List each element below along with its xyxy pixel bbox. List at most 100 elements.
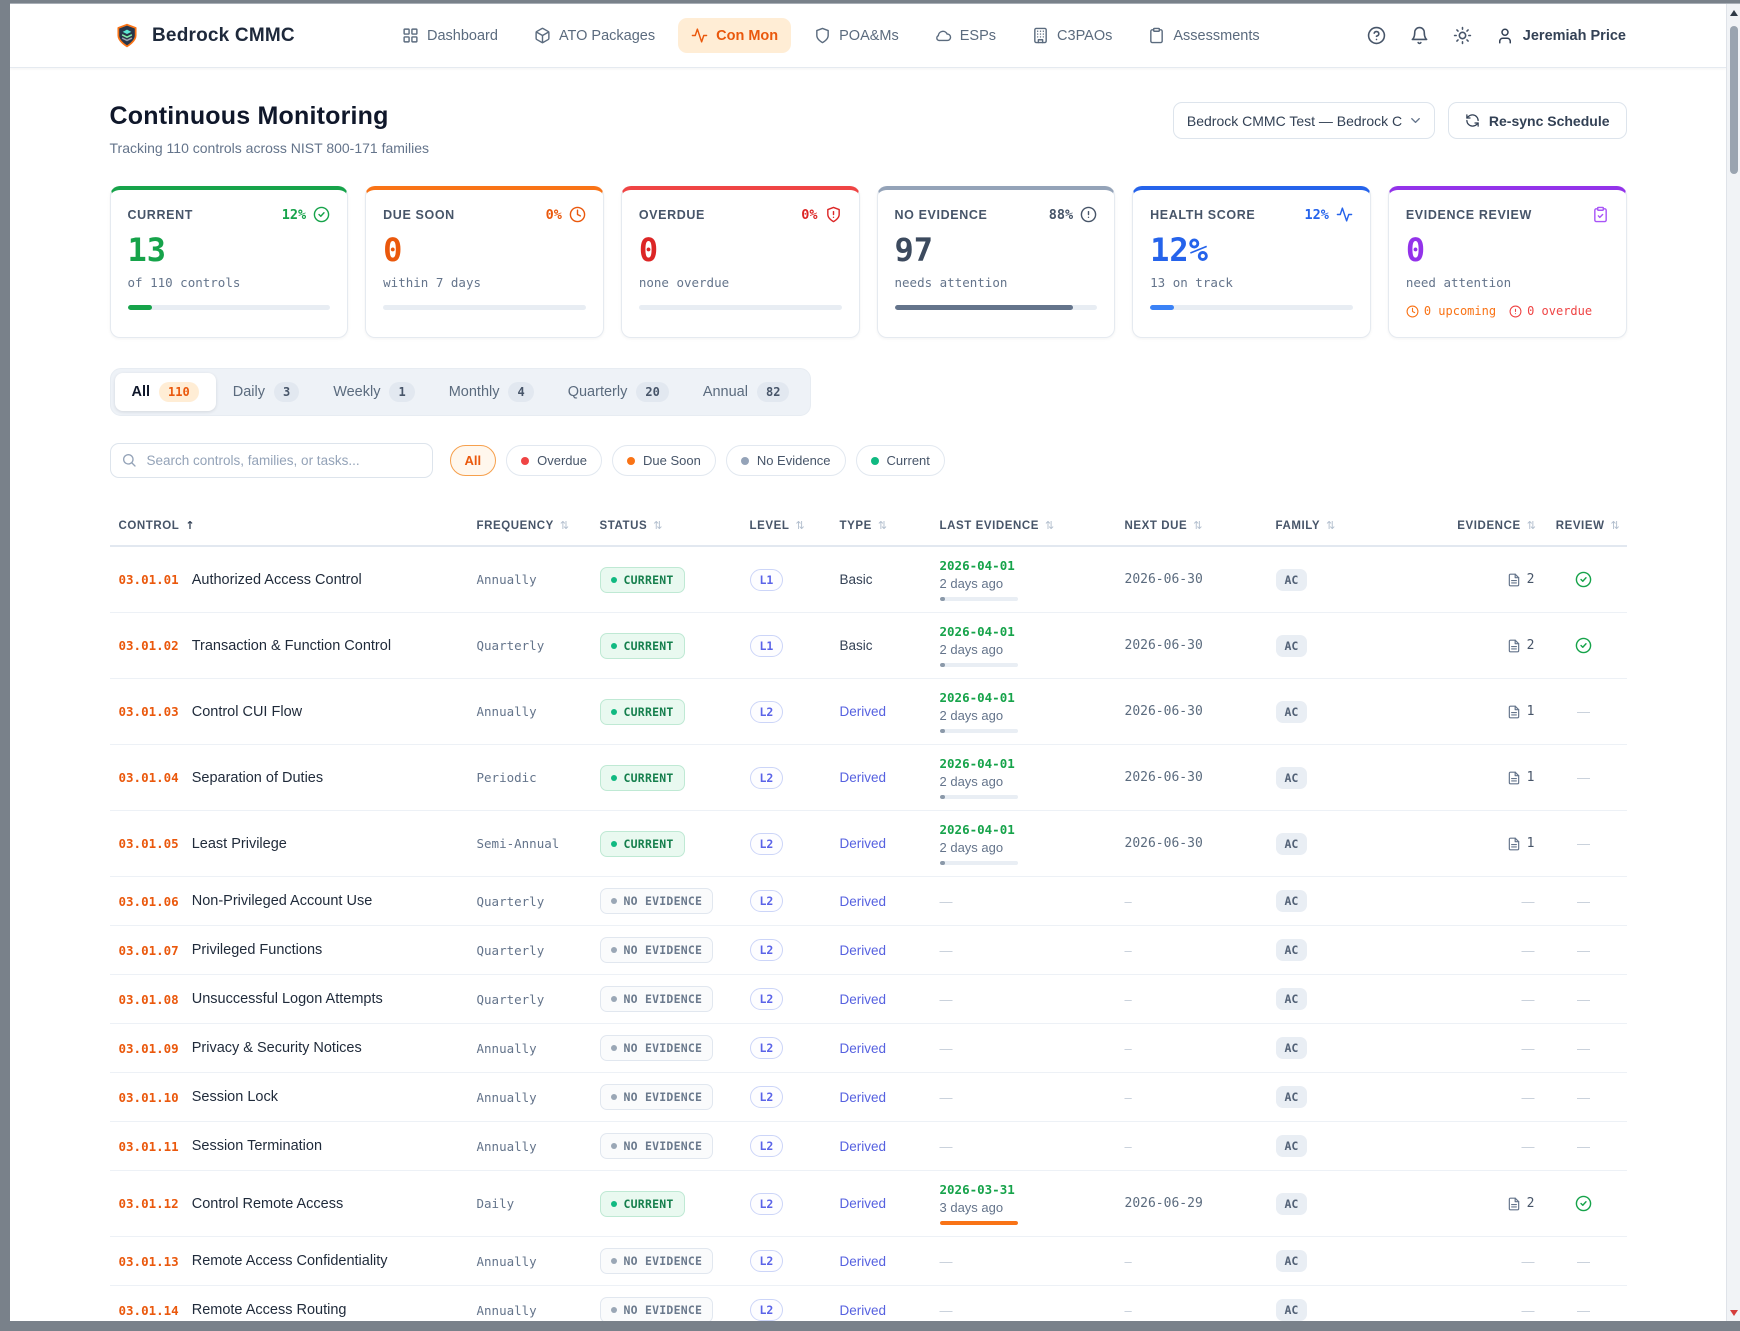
filter-chip-no-evidence[interactable]: No Evidence xyxy=(725,445,846,476)
evidence-cell: 1 xyxy=(1451,704,1541,719)
tab-weekly[interactable]: Weekly 1 xyxy=(316,373,432,411)
review-approved-icon xyxy=(1575,637,1592,654)
control-id: 03.01.14 xyxy=(118,1302,179,1318)
user-menu[interactable]: Jeremiah Price xyxy=(1496,27,1626,45)
column-header-status[interactable]: STATUS ⇅ xyxy=(591,519,741,532)
column-label: TYPE xyxy=(839,519,872,532)
control-type: Derived xyxy=(839,991,887,1007)
tab-quarterly[interactable]: Quarterly 20 xyxy=(551,373,686,411)
filter-chip-all[interactable]: All xyxy=(449,445,497,476)
control-frequency: Semi-Annual xyxy=(476,836,560,851)
review-empty: — xyxy=(1577,836,1590,851)
nav-item-dashboard[interactable]: Dashboard xyxy=(389,18,511,53)
tab-all[interactable]: All 110 xyxy=(114,373,216,411)
last-evidence-empty: — xyxy=(939,893,953,909)
tab-label: Monthly xyxy=(448,384,500,400)
table-row[interactable]: 03.01.03 Control CUI Flow Annually CURRE… xyxy=(109,679,1627,745)
nav-item-assessments[interactable]: Assessments xyxy=(1135,18,1272,53)
last-evidence-cell: 2026-04-01 2 days ago xyxy=(931,756,1116,799)
sort-both-icon: ⇅ xyxy=(795,519,806,532)
family-badge: AC xyxy=(1275,1037,1308,1059)
theme-icon[interactable] xyxy=(1453,26,1472,45)
document-icon xyxy=(1507,1197,1521,1211)
nav-item-con-mon[interactable]: Con Mon xyxy=(678,18,792,53)
column-header-family[interactable]: FAMILY ⇅ xyxy=(1267,519,1451,532)
nav-item-poa-ms[interactable]: POA&Ms xyxy=(801,18,912,53)
scroll-up-icon[interactable] xyxy=(1727,5,1740,20)
table-row[interactable]: 03.01.02 Transaction & Function Control … xyxy=(109,613,1627,679)
frequency-tabs: All 110 Daily 3 Weekly 1 Monthly 4 Quart… xyxy=(109,368,812,416)
tab-daily[interactable]: Daily 3 xyxy=(216,373,316,411)
column-header-evidence[interactable]: EVIDENCE ⇅ xyxy=(1451,519,1541,532)
control-id: 03.01.10 xyxy=(118,1089,179,1105)
table-row[interactable]: 03.01.07 Privileged Functions Quarterly … xyxy=(109,926,1627,975)
help-icon[interactable] xyxy=(1367,26,1386,45)
evidence-cell: — xyxy=(1451,1041,1541,1056)
table-row[interactable]: 03.01.05 Least Privilege Semi-Annual CUR… xyxy=(109,811,1627,877)
filter-chip-current[interactable]: Current xyxy=(855,445,945,476)
resync-schedule-label: Re-sync Schedule xyxy=(1488,112,1610,129)
nav-item-c3paos[interactable]: C3PAOs xyxy=(1019,18,1125,53)
vertical-scrollbar[interactable] xyxy=(1726,4,1740,1321)
column-header-type[interactable]: TYPE ⇅ xyxy=(831,519,931,532)
table-row[interactable]: 03.01.14 Remote Access Routing Annually … xyxy=(110,1286,1627,1321)
family-badge: AC xyxy=(1275,1135,1308,1157)
column-header-last[interactable]: LAST EVIDENCE ⇅ xyxy=(931,519,1116,532)
table-row[interactable]: 03.01.11 Session Termination Annually NO… xyxy=(109,1122,1627,1171)
column-header-level[interactable]: LEVEL ⇅ xyxy=(741,519,831,532)
table-row[interactable]: 03.01.08 Unsuccessful Logon Attempts Qua… xyxy=(109,975,1627,1024)
stat-card-value: 97 xyxy=(894,231,934,269)
column-header-due[interactable]: NEXT DUE ⇅ xyxy=(1116,519,1267,532)
evidence-cell: — xyxy=(1451,1090,1541,1105)
last-evidence-cell: — xyxy=(931,1254,1116,1269)
control-frequency: Quarterly xyxy=(476,991,545,1007)
document-icon xyxy=(1507,837,1521,851)
column-header-review[interactable]: REVIEW ⇅ xyxy=(1541,519,1627,532)
review-empty: — xyxy=(1577,893,1590,909)
tab-annual[interactable]: Annual 82 xyxy=(686,373,807,411)
control-type: Derived xyxy=(839,893,887,909)
app-window: Bedrock CMMC Dashboard ATO Packages Con … xyxy=(10,3,1740,1321)
shield-icon xyxy=(814,27,831,44)
level-badge: L2 xyxy=(749,1192,784,1215)
search-box xyxy=(109,443,433,478)
review-empty: — xyxy=(1577,704,1590,719)
column-header-frequency[interactable]: FREQUENCY ⇅ xyxy=(468,519,591,532)
package-select[interactable]: Bedrock CMMC Test — Bedrock CM xyxy=(1172,102,1435,139)
last-evidence-cell: 2026-04-01 2 days ago xyxy=(931,558,1116,601)
evidence-empty: — xyxy=(1521,893,1535,909)
table-row[interactable]: 03.01.12 Control Remote Access Daily CUR… xyxy=(109,1171,1627,1237)
last-evidence-ago: 2 days ago xyxy=(939,642,1004,657)
level-badge: L2 xyxy=(749,1299,784,1321)
table-row[interactable]: 03.01.06 Non-Privileged Account Use Quar… xyxy=(109,877,1627,926)
nav-item-esps[interactable]: ESPs xyxy=(922,18,1009,53)
scroll-down-icon[interactable] xyxy=(1727,1305,1740,1320)
table-row[interactable]: 03.01.13 Remote Access Confidentiality A… xyxy=(109,1237,1627,1286)
table-row[interactable]: 03.01.01 Authorized Access Control Annua… xyxy=(109,547,1627,613)
next-due: – xyxy=(1124,1138,1132,1154)
tab-count-badge: 4 xyxy=(508,382,534,402)
clock-icon xyxy=(1406,305,1419,318)
filter-chip-due-soon[interactable]: Due Soon xyxy=(612,445,716,476)
control-name: Remote Access Routing xyxy=(191,1302,347,1318)
table-row[interactable]: 03.01.10 Session Lock Annually NO EVIDEN… xyxy=(109,1073,1627,1122)
resync-schedule-button[interactable]: Re-sync Schedule xyxy=(1447,102,1627,139)
scrollbar-thumb[interactable] xyxy=(1730,26,1738,174)
table-row[interactable]: 03.01.04 Separation of Duties Periodic C… xyxy=(109,745,1627,811)
column-header-control[interactable]: CONTROL ↑ xyxy=(110,519,468,532)
stat-card-label: CURRENT xyxy=(127,207,193,222)
filter-chip-overdue[interactable]: Overdue xyxy=(506,445,602,476)
next-due: 2026-06-30 xyxy=(1124,638,1203,653)
stat-card-current: CURRENT 12% 13 of 110 controls xyxy=(109,186,349,338)
search-input[interactable] xyxy=(109,443,433,478)
tab-monthly[interactable]: Monthly 4 xyxy=(432,373,551,411)
last-evidence-date: 2026-04-01 xyxy=(939,558,1015,573)
table-row[interactable]: 03.01.09 Privacy & Security Notices Annu… xyxy=(109,1024,1627,1073)
stat-card-health-score: HEALTH SCORE 12% 12% 13 on track xyxy=(1132,186,1371,338)
control-name: Control Remote Access xyxy=(191,1195,344,1212)
control-id: 03.01.09 xyxy=(118,1040,179,1056)
sort-both-icon: ⇅ xyxy=(1193,519,1204,532)
tab-count-badge: 110 xyxy=(159,382,199,402)
nav-item-ato-packages[interactable]: ATO Packages xyxy=(521,18,668,53)
bell-icon[interactable] xyxy=(1410,26,1429,45)
